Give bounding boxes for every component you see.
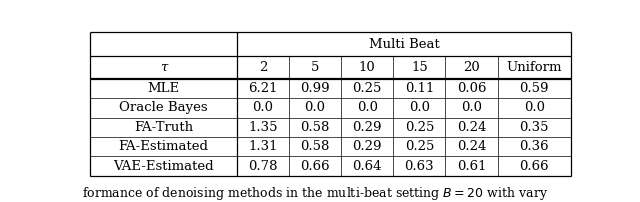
Text: 0.66: 0.66 — [300, 160, 330, 173]
Text: 15: 15 — [411, 61, 428, 74]
Text: 0.58: 0.58 — [300, 121, 330, 134]
Text: 0.63: 0.63 — [404, 160, 434, 173]
Text: 0.35: 0.35 — [520, 121, 549, 134]
Text: FA-Estimated: FA-Estimated — [118, 140, 209, 153]
Text: τ: τ — [160, 61, 167, 74]
Text: 5: 5 — [311, 61, 319, 74]
Text: 0.64: 0.64 — [353, 160, 382, 173]
Text: 0.59: 0.59 — [520, 82, 549, 95]
Text: 1.31: 1.31 — [248, 140, 278, 153]
Text: 0.99: 0.99 — [300, 82, 330, 95]
Text: 0.66: 0.66 — [520, 160, 549, 173]
Text: MLE: MLE — [147, 82, 179, 95]
Text: 0.0: 0.0 — [409, 101, 430, 114]
Text: VAE-Estimated: VAE-Estimated — [113, 160, 214, 173]
Text: FA-Truth: FA-Truth — [134, 121, 193, 134]
Text: 0.29: 0.29 — [353, 140, 382, 153]
Text: 0.36: 0.36 — [520, 140, 549, 153]
Text: 0.24: 0.24 — [457, 140, 486, 153]
Text: 0.06: 0.06 — [457, 82, 486, 95]
Text: 0.24: 0.24 — [457, 121, 486, 134]
Text: Oracle Bayes: Oracle Bayes — [119, 101, 208, 114]
Text: 2: 2 — [259, 61, 267, 74]
Text: 1.35: 1.35 — [248, 121, 278, 134]
Text: 0.0: 0.0 — [356, 101, 378, 114]
Text: 0.78: 0.78 — [248, 160, 278, 173]
Text: 0.0: 0.0 — [461, 101, 482, 114]
Text: 0.58: 0.58 — [300, 140, 330, 153]
Text: 0.0: 0.0 — [253, 101, 273, 114]
Text: 0.25: 0.25 — [404, 140, 434, 153]
Text: 20: 20 — [463, 61, 480, 74]
Text: 0.0: 0.0 — [305, 101, 326, 114]
Text: 10: 10 — [359, 61, 376, 74]
Text: 0.11: 0.11 — [404, 82, 434, 95]
Text: 0.25: 0.25 — [404, 121, 434, 134]
Text: 0.29: 0.29 — [353, 121, 382, 134]
Text: formance of denoising methods in the multi-beat setting $B = 20$ with vary: formance of denoising methods in the mul… — [83, 185, 548, 202]
Text: Multi Beat: Multi Beat — [369, 38, 439, 50]
Text: 0.25: 0.25 — [353, 82, 382, 95]
Text: 0.61: 0.61 — [457, 160, 486, 173]
Text: 0.0: 0.0 — [524, 101, 545, 114]
Text: Uniform: Uniform — [506, 61, 562, 74]
Text: 6.21: 6.21 — [248, 82, 278, 95]
